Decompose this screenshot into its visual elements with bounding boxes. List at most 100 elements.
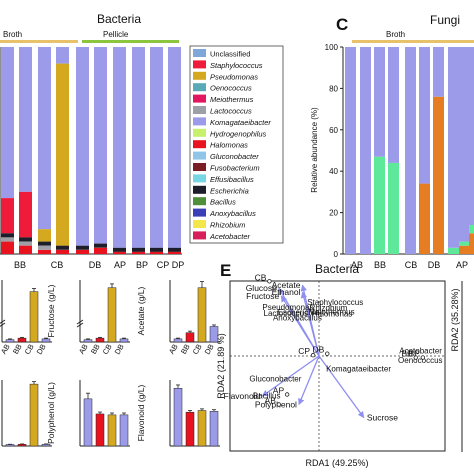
fungi-bar-segment — [388, 162, 399, 254]
bacteria-bar-segment — [1, 233, 14, 238]
legend-label: Pseudomonas — [210, 72, 258, 81]
metabolite-bar — [185, 411, 195, 447]
metabolite-bar — [83, 398, 93, 447]
metabolite-y-label: Acetate (g/L) — [136, 287, 146, 336]
rda-variable-label: Fructose — [246, 291, 279, 301]
legend-swatch — [193, 94, 206, 103]
rda-sample-point — [276, 402, 282, 407]
metabolite-bar — [107, 287, 117, 343]
bacteria-bar-segment — [19, 47, 32, 192]
rda-species-label: Escherichia — [278, 308, 320, 317]
broth-group-bar — [0, 40, 78, 43]
fungi-y-axis-label: Relative abundance (%) — [310, 107, 319, 193]
legend-label: Komagataeibacter — [210, 118, 271, 127]
rda-sample-point — [325, 351, 330, 356]
axis-break-mark — [0, 319, 6, 324]
bacteria-bar-segment — [168, 47, 181, 248]
legend-swatch — [193, 83, 206, 92]
metabolite-category-label: CB — [191, 343, 204, 357]
rda-species-label: Meiothermus — [308, 307, 354, 316]
rda-variable-arrow — [318, 355, 365, 419]
rda-y-axis-label: RDA2 (21.89 %) — [216, 333, 226, 399]
bacteria-bar-segment — [56, 63, 69, 246]
rda-variable-arrow — [280, 295, 320, 357]
metabolite-panel: Polyphenol (g/L) — [46, 380, 130, 447]
fungi-y-tick-label: 60 — [329, 126, 338, 135]
metabolite-panel: Flavonoid (g/L) — [136, 380, 220, 447]
bacteria-bar-segment — [19, 241, 32, 246]
legend-label: Staphylococcus — [210, 61, 263, 70]
legend-label: Acetobacter — [209, 232, 251, 241]
fungi-bar-segment — [459, 245, 470, 254]
metabolite-bar — [173, 388, 183, 447]
rda-sample-point — [284, 392, 290, 397]
bacteria-bars — [1, 47, 181, 254]
fungi-bar-segment — [433, 96, 444, 254]
bacteria-group-label: AP — [114, 260, 126, 270]
rda-species-labels: StaphylococcusPseudomonasLactococcusRhiz… — [249, 298, 442, 400]
metabolite-category-label: CB — [23, 343, 36, 357]
axis-break-mark — [0, 322, 6, 327]
rda-sample-point — [267, 279, 272, 284]
bacteria-legend: Unclassified Staphylococcus Pseudomonas Oen… — [193, 49, 271, 241]
legend-label: Gluconobacter — [210, 152, 259, 161]
rda-sample-point — [310, 353, 316, 358]
rda-panel: E Bacteria RDA1 (49.25%) RDA2 (21.89 %) … — [216, 261, 446, 468]
bacteria-bar-segment — [38, 245, 51, 250]
bacteria-bar-segment — [76, 47, 89, 246]
bacteria-group-label: DB — [89, 260, 102, 270]
rda-species-label: Acetobacter — [399, 347, 442, 356]
legend-swatch — [193, 174, 206, 183]
pellicle-group-bar — [82, 40, 179, 43]
rda-sample-label: BB — [401, 349, 413, 359]
legend-swatch — [193, 71, 206, 80]
metabolite-bar — [173, 338, 183, 343]
rda-variable-arrow — [261, 355, 320, 397]
legend-swatch — [193, 185, 206, 194]
bacteria-bar-segment — [113, 251, 126, 254]
bacteria-bar-segment — [113, 247, 126, 252]
legend-label: Halomonas — [210, 141, 248, 150]
fungi-bar-segment — [374, 47, 385, 157]
bacteria-bar-segment — [94, 247, 107, 254]
rda-sample-label: BP — [408, 349, 420, 359]
fungi-y-tick-label: 80 — [329, 84, 338, 93]
rda-panel-title: Bacteria — [315, 262, 359, 276]
axis-break-mark — [76, 322, 84, 328]
bacteria-bar-segment — [19, 191, 32, 238]
legend-swatch — [193, 128, 206, 137]
fungi-group-label: AB — [351, 260, 363, 270]
rda-sample-point — [413, 355, 418, 360]
bacteria-group-labels: BB CB DB AP BP CP DP — [14, 260, 184, 270]
legend-label: Rhizobium — [210, 221, 245, 230]
fungi-bar-segment — [448, 47, 459, 248]
rda-variable-label: Flavonoid — [224, 391, 261, 401]
metabolite-bar — [95, 337, 105, 343]
bacteria-bar-segment — [38, 229, 51, 242]
legend-label: Anoxybacillus — [209, 209, 256, 218]
legend-label: Effusibacillus — [210, 175, 254, 184]
fungi-y-ticks: 0 20 40 60 80 100 — [325, 43, 343, 259]
bacteria-bar-segment — [38, 241, 51, 246]
fungi-bar-segment — [388, 47, 399, 163]
fungi-bar-segment — [459, 47, 470, 242]
rda-sample-label: AB — [265, 396, 277, 406]
metabolite-bar — [41, 338, 51, 343]
fungi-group-label: DB — [428, 260, 441, 270]
metabolite-bar — [29, 383, 39, 447]
fungi-bar-segment — [419, 47, 430, 184]
legend-swatch — [193, 231, 206, 240]
rda-species-label: Anoxybacillus — [273, 314, 322, 323]
metabolite-bar — [119, 338, 129, 343]
axis-break-mark — [76, 319, 84, 325]
fungi-bar-segment — [469, 47, 474, 225]
bacteria-bar-segment — [1, 47, 14, 199]
bacteria-bar-segment — [1, 241, 14, 254]
legend-swatch — [193, 49, 206, 57]
metabolite-category-label: DB — [35, 343, 48, 357]
broth-group-label: Broth — [3, 30, 22, 39]
bacteria-composition-panel: Bacteria Broth Pellicle BB CB DB AP BP CP DP U… — [0, 12, 284, 270]
